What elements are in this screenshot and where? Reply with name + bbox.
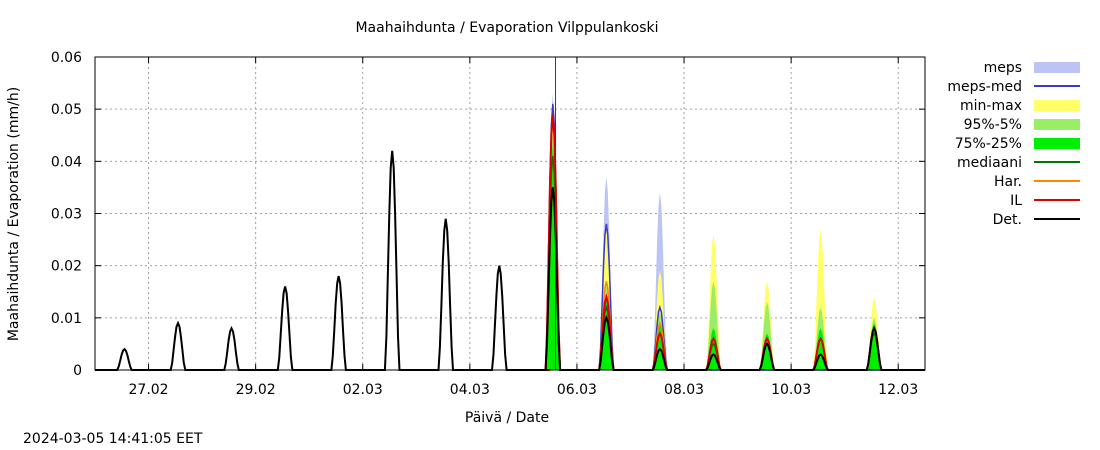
line-det xyxy=(95,150,925,371)
x-tick-label: 27.02 xyxy=(129,382,169,398)
legend: meps meps-med min-max 95%-5% 75%-25% mediaani… xyxy=(947,60,1080,228)
x-tick-label: 12.03 xyxy=(878,382,918,398)
legend-label-mediaani: mediaani xyxy=(957,155,1022,171)
y-tick-label: 0.02 xyxy=(51,259,82,275)
x-tick-label: 29.02 xyxy=(236,382,276,398)
legend-label-det: Det. xyxy=(993,212,1022,228)
y-axis-label: Maahaihdunta / Evaporation (mm/h) xyxy=(6,87,22,341)
x-axis-label: Päivä / Date xyxy=(465,410,549,426)
legend-label-meps_med: meps-med xyxy=(947,79,1022,95)
line-meps_med xyxy=(544,103,925,371)
legend-label-p95_5: 95%-5% xyxy=(964,117,1022,133)
x-tick-label: 06.03 xyxy=(557,382,597,398)
legend-swatch-p75_25 xyxy=(1034,138,1080,149)
legend-swatch-meps xyxy=(1034,62,1080,73)
band-minmax-peak xyxy=(812,229,830,370)
y-tick-label: 0.03 xyxy=(51,207,82,223)
timestamp: 2024-03-05 14:41:05 EET xyxy=(23,431,203,447)
y-tick-label: 0.01 xyxy=(51,311,82,327)
legend-label-meps: meps xyxy=(984,60,1022,76)
grid xyxy=(95,57,925,370)
legend-label-minmax: min-max xyxy=(960,98,1022,114)
y-tick-label: 0 xyxy=(73,363,82,379)
y-tick-label: 0.06 xyxy=(51,50,82,66)
chart-title: Maahaihdunta / Evaporation Vilppulankosk… xyxy=(355,20,658,36)
legend-swatch-p95_5 xyxy=(1034,119,1080,130)
x-axis-ticks: 27.02 29.02 02.03 04.03 06.03 08.03 10.03 12.03 xyxy=(129,57,918,398)
x-tick-label: 08.03 xyxy=(664,382,704,398)
series-lines xyxy=(95,103,925,371)
legend-label-har: Har. xyxy=(994,174,1022,190)
x-tick-label: 02.03 xyxy=(343,382,383,398)
x-tick-label: 04.03 xyxy=(450,382,490,398)
y-tick-label: 0.05 xyxy=(51,102,82,118)
legend-swatch-minmax xyxy=(1034,100,1080,111)
y-tick-label: 0.04 xyxy=(51,154,82,170)
y-axis-ticks: 0 0.01 0.02 0.03 0.04 0.05 0.06 xyxy=(51,50,925,379)
forecast-bands xyxy=(544,93,883,370)
legend-label-p75_25: 75%-25% xyxy=(955,136,1022,152)
legend-label-il: IL xyxy=(1010,193,1022,209)
line-har xyxy=(544,119,925,371)
x-tick-label: 10.03 xyxy=(771,382,811,398)
band-p95_5-peak xyxy=(704,281,723,370)
